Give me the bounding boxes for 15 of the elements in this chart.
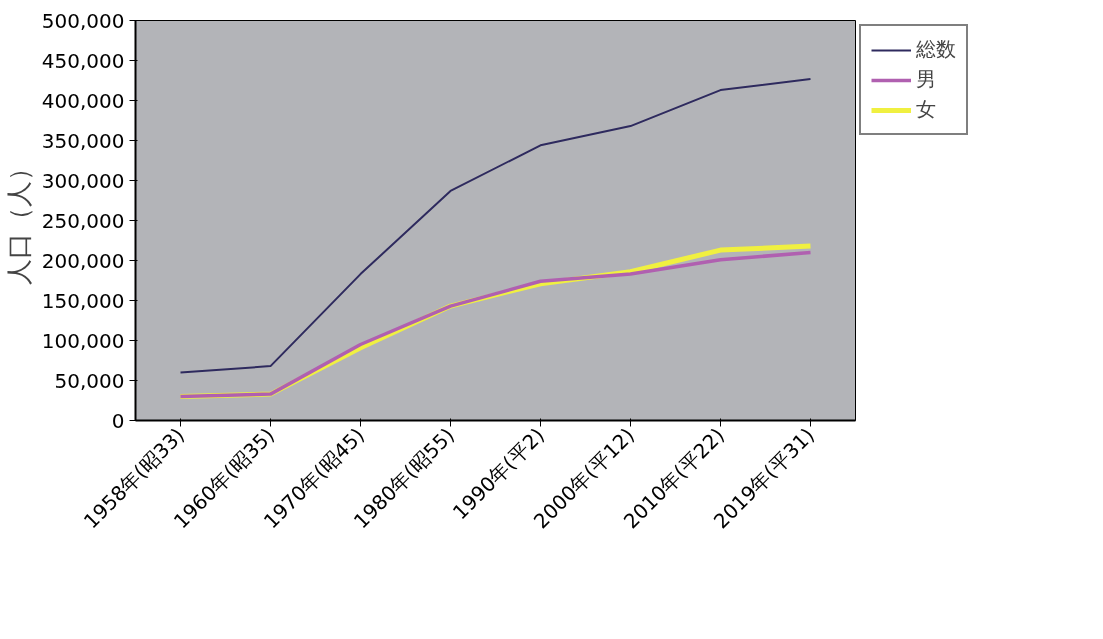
y-tick-label: 50,000 (54, 368, 125, 393)
y-tick-label: 100,000 (41, 328, 125, 353)
y-tick-label: 250,000 (41, 208, 125, 233)
y-tick-label: 200,000 (41, 248, 125, 273)
y-tick-label: 150,000 (41, 288, 125, 313)
y-tick-label: 400,000 (41, 88, 125, 113)
y-tick-label: 0 (111, 408, 125, 433)
y-tick-label: 350,000 (41, 128, 125, 153)
y-axis-title: 人口（人） (3, 155, 34, 286)
y-tick-label: 500,000 (41, 8, 125, 33)
y-tick-label: 300,000 (41, 168, 125, 193)
legend-label: 総数 (916, 36, 956, 63)
legend-label: 女 (916, 96, 936, 123)
y-tick-label: 450,000 (41, 48, 125, 73)
legend-label: 男 (916, 66, 936, 93)
